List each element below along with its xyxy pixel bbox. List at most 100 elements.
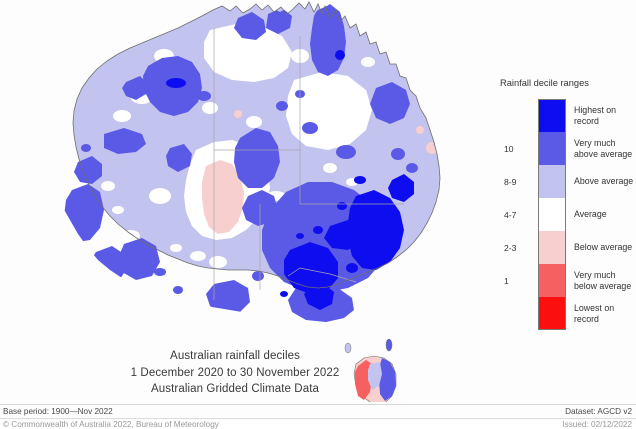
region-average-patch-4 [170, 244, 182, 252]
region-hor-nsw-band [324, 220, 360, 250]
region-below-average-nt-small [234, 110, 242, 118]
region-hor-dot-1 [354, 176, 366, 184]
region-hor-nsw-central [284, 242, 338, 294]
legend-swatch-very-much-above-average [538, 132, 566, 165]
region-average-patch-10 [246, 116, 262, 128]
tasmania-east-very-much-above [379, 358, 396, 401]
region-hor-nt-small [166, 78, 186, 88]
caption-title: Australian rainfall deciles [170, 350, 300, 362]
legend-row-lowest-on-record: Lowest on record [498, 297, 636, 330]
legend-label-below-average: Below average [574, 242, 633, 253]
tasmania-king-island [344, 342, 352, 354]
region-hor-qld-dot [396, 185, 404, 191]
region-average-patch-16 [113, 110, 131, 122]
footer: Base period: 1900—Nov 2022 Dataset: AGCD… [0, 404, 636, 429]
region-average-patch-1 [149, 188, 171, 204]
region-hor-dot-6 [280, 291, 288, 297]
tasmania-group [344, 338, 397, 402]
legend-label-very-much-above-average: Very much above average [574, 138, 633, 159]
tasmania-flinders-island [385, 338, 393, 352]
legend-row-highest-on-record: Highest on record [498, 99, 636, 132]
map-panel [64, 1, 441, 402]
legend-swatch-very-much-below-average [538, 264, 566, 297]
legend-decile-above-average: 8-9 [504, 176, 517, 187]
legend-row-very-much-below-average: 1 Very much below average [498, 264, 636, 297]
legend-decile-average: 4-7 [504, 209, 517, 220]
region-vma-nt-central [234, 128, 280, 188]
legend-swatch-average [538, 198, 566, 231]
region-vma-pilbara [118, 238, 160, 280]
tasmania-central-above [368, 362, 382, 390]
legend-swatch-highest-on-record [538, 99, 566, 132]
footer-base-period: Base period: 1900—Nov 2022 [3, 407, 113, 416]
legend-label-average: Average [574, 209, 607, 220]
region-vma-dot-4 [336, 145, 356, 159]
region-highest-on-record-group [166, 50, 414, 310]
legend-label-very-much-below-average: Very much below average [574, 270, 632, 291]
legend-swatch-below-average [538, 231, 566, 264]
region-vma-dot-9 [252, 271, 264, 281]
legend-decile-very-much-below-average: 1 [504, 275, 509, 286]
footer-copyright: © Commonwealth of Australia 2022, Bureau… [3, 420, 219, 429]
region-below-average-qld-ne-2 [416, 126, 424, 134]
legend-title: Rainfall decile ranges [500, 78, 589, 88]
region-average-patch-17 [202, 102, 218, 114]
legend-body: Highest on record 10 Very much above ave… [498, 99, 636, 330]
region-vma-kimberley-west [122, 76, 148, 100]
legend-row-very-much-above-average: 10 Very much above average [498, 132, 636, 165]
region-average-patch-2 [122, 230, 140, 242]
region-vma-dot-1 [197, 91, 211, 101]
region-average-patch-6 [209, 256, 227, 268]
region-vma-wa-interior [166, 144, 192, 172]
footer-divider [0, 418, 636, 419]
legend-row-average: 4-7 Average [498, 198, 636, 231]
region-average-nt-interior [204, 24, 292, 82]
legend-label-lowest-on-record: Lowest on record [574, 303, 615, 324]
region-hor-nsw-coast [348, 190, 404, 270]
region-hor-dot-2 [337, 202, 347, 210]
state-borders [213, 28, 404, 300]
legend-swatch-above-average [538, 165, 566, 198]
figure-caption: Australian rainfall deciles 1 December 2… [0, 348, 470, 399]
region-vma-qld-north [370, 82, 410, 124]
region-vma-dot-7 [154, 268, 166, 276]
tasmania-west-very-much-below [355, 360, 372, 400]
region-hor-dot-5 [346, 263, 358, 273]
legend-swatch-lowest-on-record [538, 297, 566, 330]
region-vma-dot-6 [406, 163, 418, 173]
legend-decile-very-much-above-average: 10 [504, 143, 514, 154]
legend-label-highest-on-record: Highest on record [574, 105, 617, 126]
australia-coastline [72, 1, 441, 289]
region-average-patch-5 [190, 251, 206, 261]
legend-label-above-average: Above average [574, 176, 634, 187]
region-vma-nt-north [234, 12, 266, 40]
region-vma-dot-2 [276, 101, 288, 111]
region-hor-dot-3 [313, 226, 323, 234]
region-vma-wa-northcoast [104, 128, 146, 154]
region-hor-nsw-band-2 [304, 284, 334, 310]
region-vma-dot-8 [173, 286, 183, 294]
border-nsw-vic [287, 267, 357, 283]
region-vma-dot-3 [302, 122, 318, 134]
region-vma-sa-southeast [206, 280, 250, 314]
region-average-patch-8 [101, 181, 115, 191]
decile-regions [64, 4, 438, 322]
legend: Rainfall decile ranges Highest on record… [498, 78, 636, 330]
legend-row-above-average: 8-9 Above average [498, 165, 636, 198]
region-hor-cape-small [335, 50, 345, 60]
region-vma-dot-5 [391, 148, 405, 160]
caption-date-range: 1 December 2020 to 30 November 2022 [130, 366, 340, 379]
region-below-average-patch [215, 203, 221, 209]
region-vma-dot-10 [81, 144, 91, 152]
footer-issued: Issued: 02/12/2022 [562, 420, 632, 429]
region-average-patch-7 [112, 206, 124, 214]
region-hor-dot-4 [296, 233, 304, 239]
caption-dataset-name: Australian Gridded Climate Data [150, 383, 319, 396]
region-below-average-sa-central [202, 160, 244, 234]
region-vma-wa-west-2 [74, 156, 102, 184]
legend-row-below-average: 2-3 Below average [498, 231, 636, 264]
legend-decile-below-average: 2-3 [504, 242, 517, 253]
region-average-patch-18 [361, 57, 375, 67]
region-vma-nt-top [266, 8, 292, 34]
